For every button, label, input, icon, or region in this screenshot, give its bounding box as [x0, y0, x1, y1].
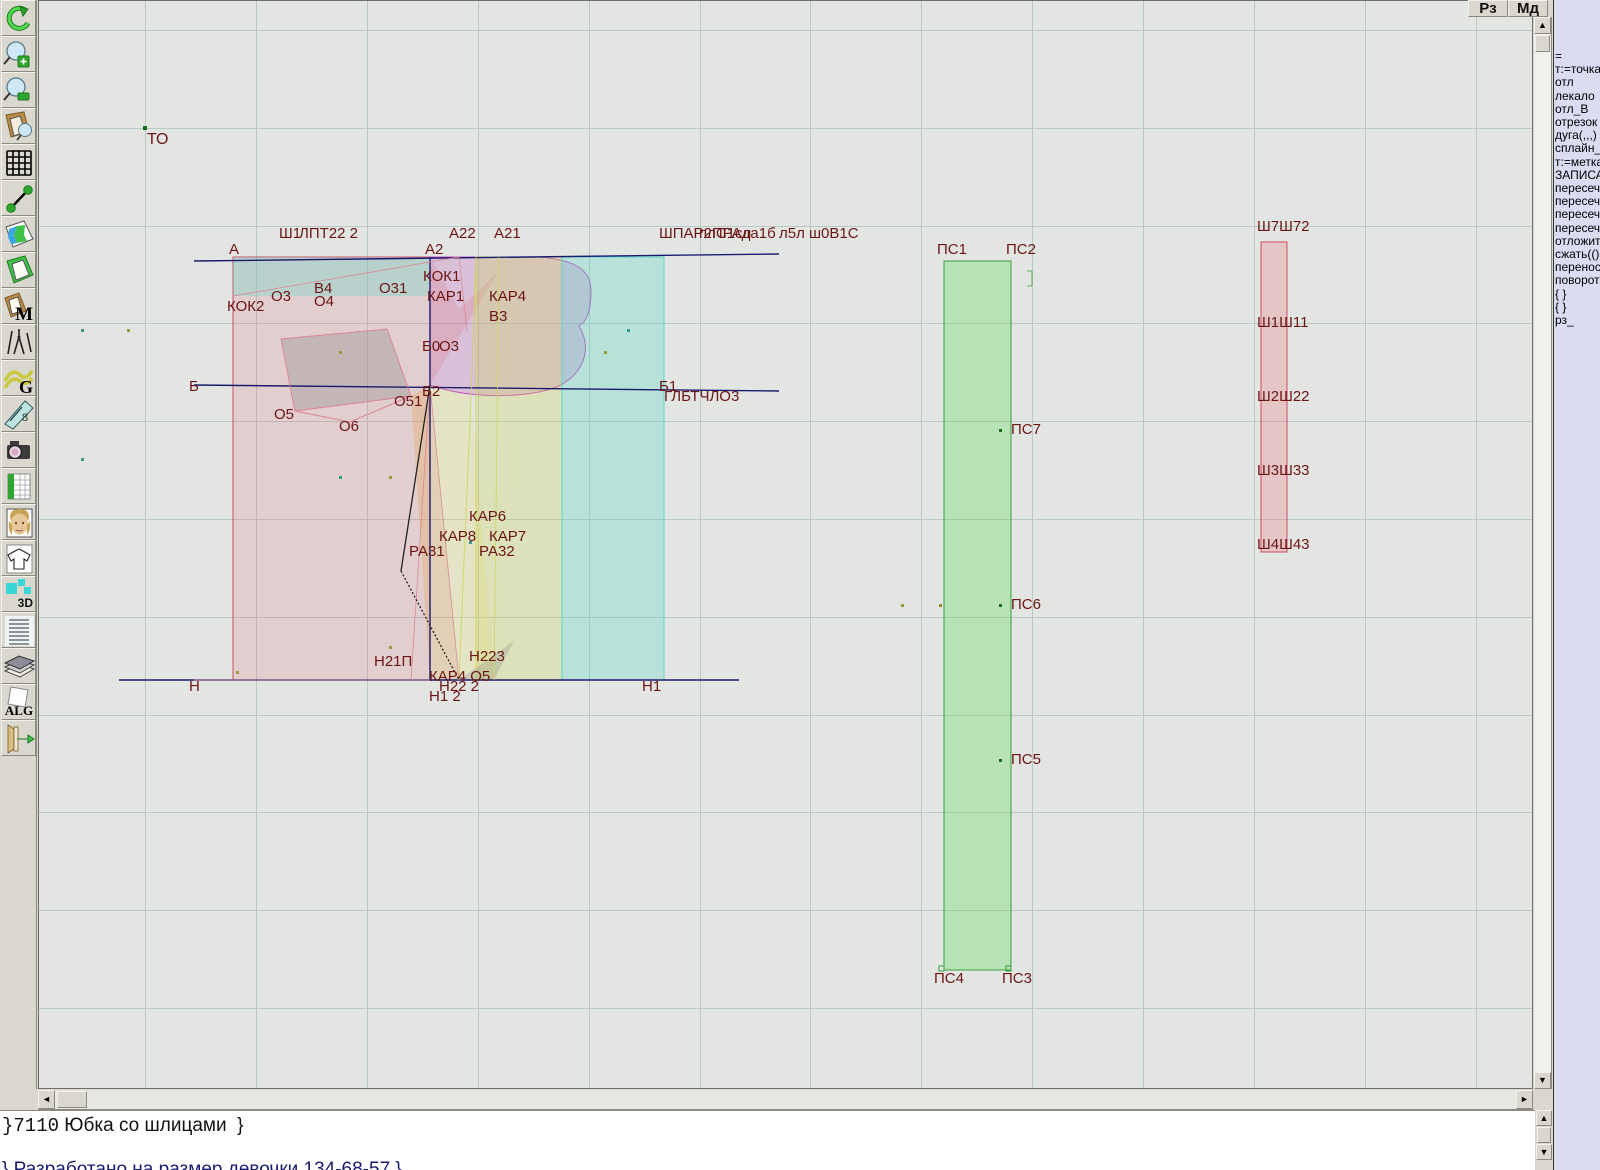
- svg-text:О31: О31: [379, 280, 407, 297]
- svg-text:Н1 2: Н1 2: [429, 688, 461, 705]
- svg-text:ПС6: ПС6: [1011, 596, 1041, 613]
- svg-text:A21: A21: [494, 225, 521, 242]
- svg-text:ПС7: ПС7: [1011, 421, 1041, 438]
- svg-text:О6: О6: [339, 418, 359, 435]
- svg-text:О3: О3: [439, 338, 459, 355]
- svg-text:В3: В3: [489, 308, 507, 325]
- svg-text:Б0: Б0: [422, 338, 440, 355]
- svg-text:ПС5: ПС5: [1011, 751, 1041, 768]
- svg-text:Ш2Ш22: Ш2Ш22: [1257, 388, 1310, 405]
- svg-text:О5: О5: [274, 406, 294, 423]
- svg-text:Н: Н: [189, 678, 200, 695]
- svg-text:О51: О51: [394, 393, 422, 410]
- svg-text:A: A: [229, 241, 239, 258]
- svg-text:О3: О3: [271, 288, 291, 305]
- svg-text:КОК1: КОК1: [423, 268, 460, 285]
- svg-text:ЛПТ22 2: ЛПТ22 2: [299, 225, 358, 242]
- svg-text:ALG: ALG: [4, 703, 32, 718]
- svg-text:л5л ш0В1С: л5л ш0В1С: [779, 225, 859, 242]
- svg-text:3D: 3D: [17, 596, 33, 610]
- svg-text:Ш3Ш33: Ш3Ш33: [1257, 462, 1310, 479]
- svg-text:ГЛБТЧЛО3: ГЛБТЧЛО3: [664, 388, 739, 405]
- svg-text:ПС2: ПС2: [1006, 241, 1036, 258]
- svg-text:плС1сл: плС1сл: [699, 225, 751, 242]
- svg-text:ПС3: ПС3: [1002, 970, 1032, 987]
- svg-text:КАР1: КАР1: [427, 288, 464, 305]
- svg-text:Н21П: Н21П: [374, 653, 412, 670]
- svg-text:A2: A2: [425, 241, 443, 258]
- svg-text:Б: Б: [189, 378, 199, 395]
- svg-text:Ш4Ш43: Ш4Ш43: [1257, 536, 1310, 553]
- svg-text:КАР6: КАР6: [469, 508, 506, 525]
- svg-text:Н223: Н223: [469, 648, 505, 665]
- svg-text:РА32: РА32: [479, 543, 515, 560]
- svg-text:8: 8: [22, 412, 28, 424]
- svg-text:КАР4: КАР4: [489, 288, 526, 305]
- svg-text:M: M: [15, 304, 33, 325]
- svg-text:A22: A22: [449, 225, 476, 242]
- svg-text:Б2: Б2: [422, 383, 440, 400]
- svg-text:Ш7Ш72: Ш7Ш72: [1257, 218, 1310, 235]
- svg-text:ТО: ТО: [147, 131, 169, 148]
- svg-text:КОК2: КОК2: [227, 298, 264, 315]
- svg-text:Н1: Н1: [642, 678, 661, 695]
- svg-text:G: G: [18, 377, 32, 397]
- svg-text:ПС1: ПС1: [937, 241, 967, 258]
- svg-text:Ш1: Ш1: [279, 225, 301, 242]
- svg-text:ПС4: ПС4: [934, 970, 964, 987]
- svg-text:Ш1Ш11: Ш1Ш11: [1257, 314, 1308, 331]
- svg-text:РА31: РА31: [409, 543, 445, 560]
- svg-text:О4: О4: [314, 293, 334, 310]
